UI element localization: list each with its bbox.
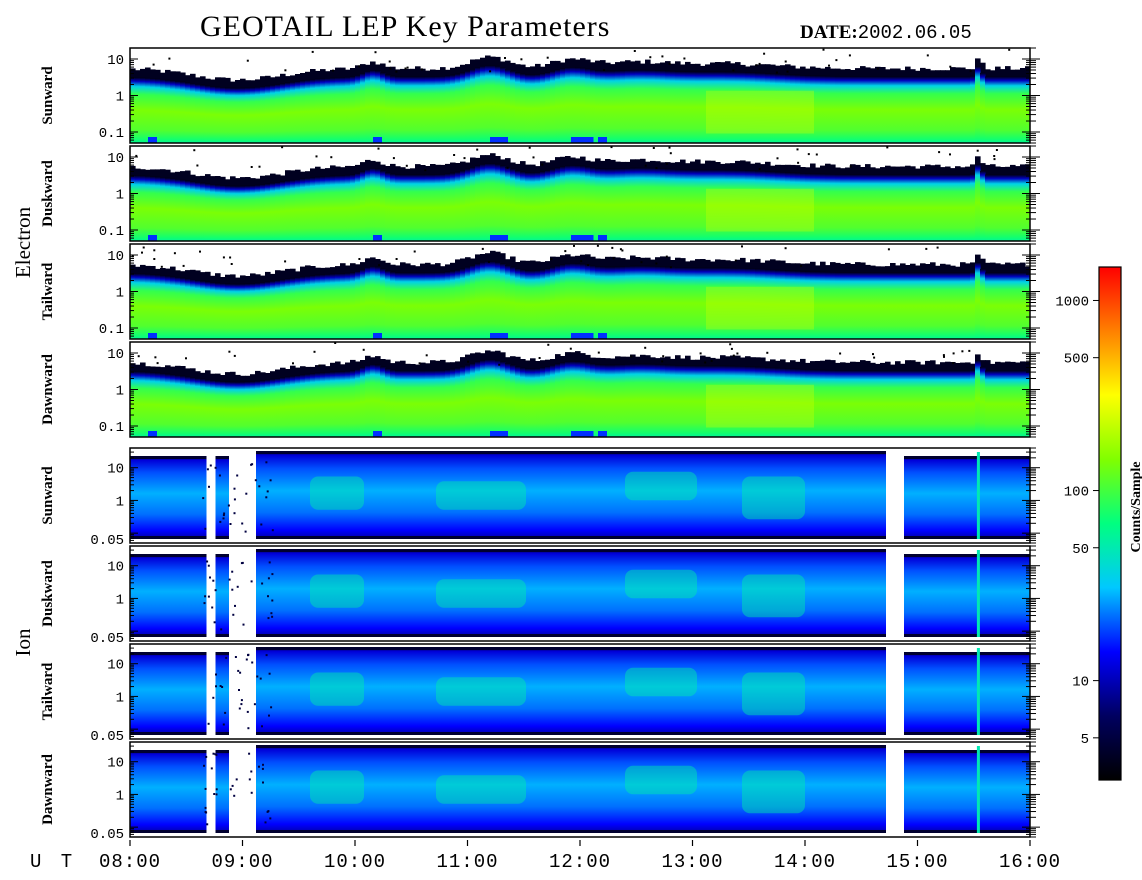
- spectrogram-image: [130, 146, 1030, 241]
- group-label-ion: Ion: [11, 628, 35, 656]
- x-tick-label: 14:00: [774, 851, 836, 873]
- y-tick-label: 0.1: [99, 126, 124, 142]
- x-tick-label: 09:00: [211, 851, 273, 873]
- panel-frame: [129, 741, 1031, 838]
- date-label: DATE:: [800, 22, 858, 43]
- panel-frame: [129, 447, 1031, 544]
- y-tick-label: 0.1: [99, 420, 124, 436]
- y-tick-label: 0.1: [99, 224, 124, 240]
- colorbar-tick-label: 500: [1064, 352, 1089, 368]
- electron-sunward-panel: 10 1 0.1 Sunward: [40, 47, 1040, 144]
- y-tick-label: 1: [116, 188, 124, 204]
- electron-group: 10 1 0.1 Sunward 10 1 0.1 Duskward 10 1 0.1 Tailwar…: [11, 47, 1040, 438]
- colorbar: 5 10 50 100 500 1000 Counts/Sample: [1055, 266, 1142, 781]
- spectrogram-image: [130, 546, 1030, 641]
- x-axis-label: U T: [30, 851, 76, 873]
- panel-label-tailward: Tailward: [40, 262, 56, 320]
- colorbar-label: Counts/Sample: [1129, 461, 1142, 552]
- y-tick-label: 1: [116, 90, 124, 106]
- spectrogram-image: [130, 48, 1030, 143]
- spectrogram-image: [130, 244, 1030, 339]
- y-tick-label: 10: [107, 756, 124, 772]
- x-tick-label: 16:00: [999, 851, 1061, 873]
- y-tick-label: 1: [116, 690, 124, 706]
- chart-title: GEOTAIL LEP Key Parameters: [200, 10, 611, 43]
- ion-group: 10 1 0.05 Sunward 10 1 0.05 Duskward 10 1 0.05 Tail…: [11, 447, 1040, 843]
- spectrogram-image: [130, 644, 1030, 739]
- electron-tailward-panel: 10 1 0.1 Tailward: [40, 243, 1040, 340]
- y-tick-label: 10: [107, 347, 124, 363]
- panel-frame: [129, 545, 1031, 642]
- ion-tailward-panel: 10 1 0.05 Tailward: [40, 643, 1040, 745]
- panel-label-sunward: Sunward: [40, 66, 56, 125]
- y-tick-label: 1: [116, 384, 124, 400]
- electron-dawnward-panel: 10 1 0.1 Dawnward: [40, 341, 1040, 438]
- y-tick-label: 0.05: [90, 631, 124, 647]
- y-tick-label: 10: [107, 560, 124, 576]
- x-tick-label: 11:00: [436, 851, 498, 873]
- spectrogram-image: [130, 448, 1030, 543]
- y-tick-label: 0.05: [90, 827, 124, 843]
- x-tick-label: 13:00: [661, 851, 723, 873]
- colorbar-tick-label: 10: [1072, 675, 1089, 691]
- y-tick-label: 10: [107, 462, 124, 478]
- date-value: 2002.06.05: [857, 22, 972, 44]
- y-tick-label: 10: [107, 53, 124, 69]
- y-tick-label: 10: [107, 249, 124, 265]
- panel-frame: [129, 643, 1031, 740]
- x-tick-label: 10:00: [324, 851, 386, 873]
- panel-label-tailward: Tailward: [40, 662, 56, 720]
- panel-label-duskward: Duskward: [40, 159, 56, 226]
- y-tick-label: 1: [116, 494, 124, 510]
- x-axis: 08:00 09:00 10:00 11:00 12:00 13:00 14:00 15:00…: [30, 840, 1061, 873]
- ion-duskward-panel: 10 1 0.05 Duskward: [40, 545, 1040, 647]
- panel-label-dawnward: Dawnward: [40, 753, 56, 824]
- y-tick-label: 1: [116, 286, 124, 302]
- y-tick-label: 10: [107, 151, 124, 167]
- electron-duskward-panel: 10 1 0.1 Duskward: [40, 145, 1040, 242]
- colorbar-tick-label: 50: [1072, 542, 1089, 558]
- colorbar-gradient: [1098, 266, 1122, 781]
- y-tick-label: 0.05: [90, 729, 124, 745]
- panel-label-sunward: Sunward: [40, 466, 56, 525]
- panel-label-duskward: Duskward: [40, 559, 56, 626]
- y-tick-label: 0.1: [99, 322, 124, 338]
- colorbar-tick-label: 5: [1081, 732, 1089, 748]
- colorbar-tick-label: 1000: [1055, 294, 1089, 310]
- x-tick-label: 15:00: [886, 851, 948, 873]
- spectrogram-image: [130, 742, 1030, 837]
- colorbar-tick-label: 100: [1064, 485, 1089, 501]
- y-tick-label: 1: [116, 788, 124, 804]
- ion-dawnward-panel: 10 1 0.05 Dawnward: [40, 741, 1040, 843]
- x-tick-label: 08:00: [99, 851, 161, 873]
- y-tick-label: 0.05: [90, 533, 124, 549]
- group-label-electron: Electron: [11, 206, 35, 278]
- y-tick-label: 10: [107, 658, 124, 674]
- spectrogram-image: [130, 342, 1030, 437]
- x-tick-label: 12:00: [549, 851, 611, 873]
- ion-sunward-panel: 10 1 0.05 Sunward: [40, 447, 1040, 549]
- y-tick-label: 1: [116, 592, 124, 608]
- date-readout: DATE:2002.06.05: [800, 22, 972, 44]
- panel-label-dawnward: Dawnward: [40, 353, 56, 424]
